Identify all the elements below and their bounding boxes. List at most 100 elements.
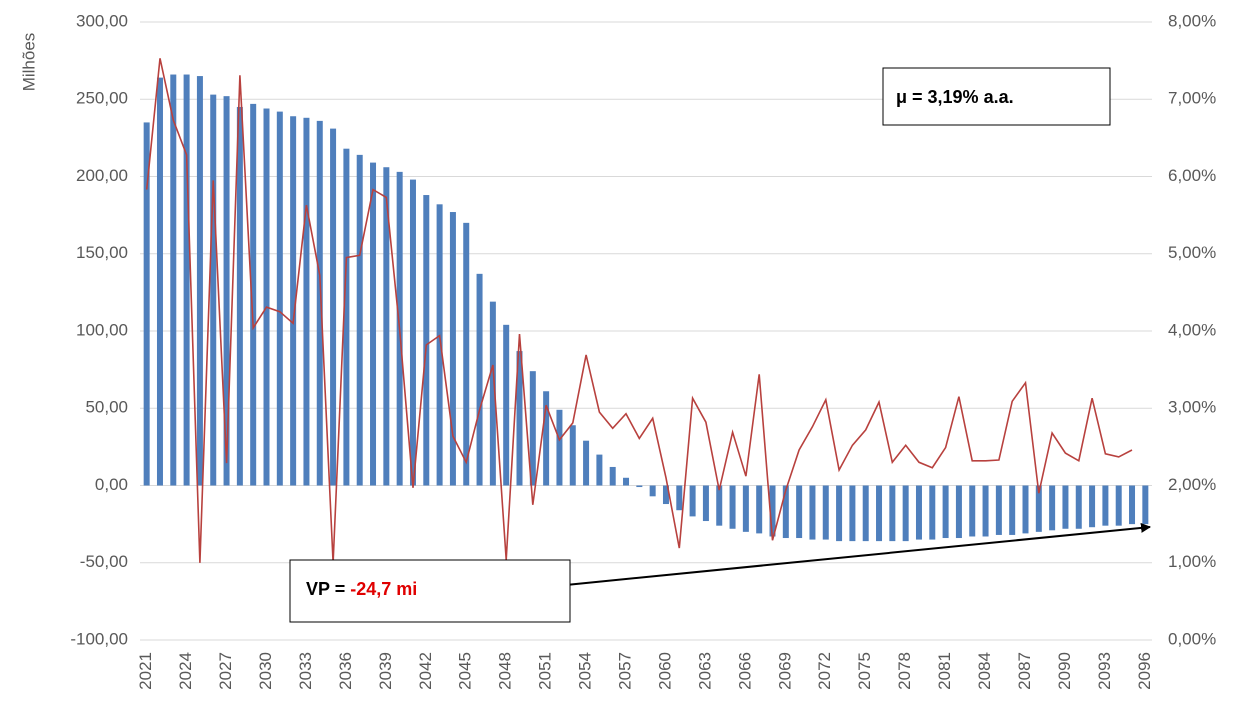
bar [210, 94, 217, 486]
bar [876, 485, 883, 542]
bar [1115, 485, 1122, 526]
bar [902, 485, 909, 542]
x-tick-label: 2060 [655, 652, 674, 690]
bar [676, 485, 683, 511]
bar [769, 485, 776, 537]
x-tick-label: 2048 [496, 652, 515, 690]
y2-tick-label: 3,00% [1168, 398, 1216, 417]
bar [1062, 485, 1069, 529]
y2-tick-label: 8,00% [1168, 11, 1216, 30]
bar [1022, 485, 1029, 534]
annotation-value: -24,7 mi [350, 579, 417, 599]
bar [503, 324, 510, 486]
y-tick-label: 150,00 [76, 243, 128, 262]
y2-tick-label: 4,00% [1168, 320, 1216, 339]
y-tick-label: 250,00 [76, 89, 128, 108]
bar [1142, 485, 1149, 525]
annotation-label: VP = [306, 579, 350, 599]
x-tick-label: 2081 [935, 652, 954, 690]
bar [982, 485, 989, 537]
x-tick-label: 2093 [1095, 652, 1114, 690]
plot-area: -100,00 -50,00 0,00 50,00 100,00 150,00 200,00… [70, 11, 1216, 689]
bar [383, 167, 390, 486]
x-tick-label: 2030 [256, 652, 275, 690]
bar [370, 162, 377, 486]
bar [942, 485, 949, 539]
bar [1089, 485, 1096, 528]
bar [929, 485, 936, 540]
annotation-mean: μ = 3,19% a.a. [882, 67, 1111, 126]
y2-tick-label: 6,00% [1168, 166, 1216, 185]
bar [636, 485, 643, 488]
y2-tick-label: 7,00% [1168, 89, 1216, 108]
x-tick-label: 2039 [376, 652, 395, 690]
annotation-text: μ = 3,19% a.a. [896, 87, 1014, 107]
bar [969, 485, 976, 537]
bar [489, 301, 496, 486]
bar [756, 485, 763, 534]
line [145, 58, 1133, 563]
y-tick-label: 200,00 [76, 166, 128, 185]
bar [569, 425, 576, 486]
y-tick-label: 0,00 [95, 475, 128, 494]
x-tick-label: 2087 [1015, 652, 1034, 690]
bar [809, 485, 816, 540]
bar [596, 454, 603, 486]
bar [729, 485, 736, 529]
bar [796, 485, 803, 539]
x-tick-label: 2069 [775, 652, 794, 690]
bar [583, 440, 590, 486]
x-tick-label: 2084 [975, 652, 994, 690]
bar [143, 122, 150, 486]
bar [263, 108, 270, 486]
bar [409, 179, 416, 486]
x-tick-label: 2051 [536, 652, 555, 690]
bar [1009, 485, 1016, 535]
bar [716, 485, 723, 526]
bar [316, 120, 323, 486]
bar [915, 485, 922, 540]
annotation-text: VP = -24,7 mi [306, 579, 417, 599]
bar [156, 77, 163, 486]
bar [196, 76, 203, 486]
bar [556, 409, 563, 486]
bar [529, 371, 536, 486]
bar [1102, 485, 1109, 526]
x-tick-label: 2078 [895, 652, 914, 690]
bar [609, 466, 616, 486]
bar [423, 195, 430, 486]
x-tick-label: 2072 [815, 652, 834, 690]
y-tick-label: 50,00 [85, 398, 128, 417]
x-tick-label: 2036 [336, 652, 355, 690]
x-tick-label: 2021 [136, 652, 155, 690]
annotation-vp: VP = -24,7 mi [289, 522, 1151, 623]
bar [303, 117, 310, 486]
y-axis-label: Milhões [19, 33, 38, 92]
annotation-box [882, 67, 1111, 126]
bar [436, 204, 443, 486]
y2-tick-label: 2,00% [1168, 475, 1216, 494]
bar [449, 212, 456, 486]
bar [649, 485, 656, 497]
x-tick-label: 2075 [855, 652, 874, 690]
bar [849, 485, 856, 542]
x-tick-label: 2063 [695, 652, 714, 690]
bar [356, 154, 363, 486]
bar [742, 485, 749, 532]
bar [276, 111, 283, 486]
bar [223, 96, 230, 486]
bar [662, 485, 669, 505]
x-tick-label: 2090 [1055, 652, 1074, 690]
x-tick-label: 2042 [416, 652, 435, 690]
bar [170, 74, 177, 486]
y-tick-label: -50,00 [80, 552, 128, 571]
x-tick-label: 2096 [1135, 652, 1154, 690]
bar [343, 148, 350, 486]
annotation-arrow [565, 522, 1151, 586]
y-tick-label: 300,00 [76, 11, 128, 30]
x-tick-label: 2024 [176, 652, 195, 690]
bar [330, 128, 337, 486]
bar [889, 485, 896, 542]
bar [183, 74, 190, 486]
